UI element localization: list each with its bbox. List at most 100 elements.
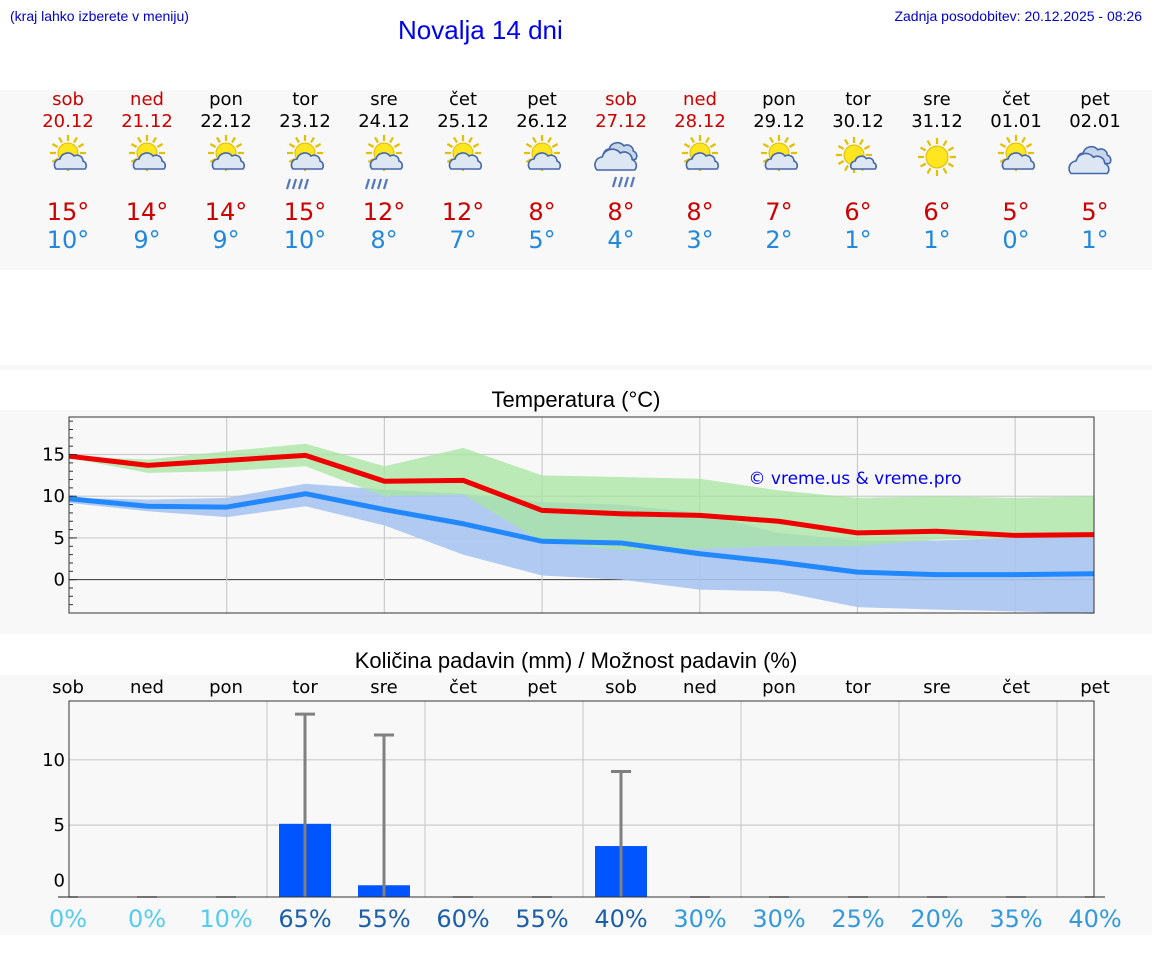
precipitation-probability: 0% [49, 905, 87, 933]
region-hint: (kraj lahko izberete v meniju) [10, 8, 189, 24]
day-date: 21.12 [121, 111, 173, 132]
max-temperature: 15° [283, 198, 327, 226]
max-temperature: 5° [1081, 198, 1109, 226]
plot-frame [68, 700, 1095, 898]
day-date: 02.01 [1069, 111, 1121, 132]
day-name: sob [605, 89, 637, 110]
sun-icon [918, 138, 956, 176]
min-temperature: 10° [283, 226, 327, 254]
day-name: pet [1080, 89, 1110, 110]
day-date: 20.12 [42, 111, 94, 132]
cloud-rain-icon [594, 141, 638, 188]
max-temperature: 6° [844, 198, 872, 226]
day-name: pet [527, 89, 557, 110]
sun-small-cloud-icon [836, 137, 877, 173]
day-date: 31.12 [911, 111, 963, 132]
day-label: čet [1002, 677, 1030, 698]
precipitation-probability: 0% [128, 905, 166, 933]
precipitation-probability: 40% [1068, 905, 1121, 933]
day-name: ned [683, 89, 717, 110]
day-name: sre [370, 89, 398, 110]
min-temperature-band [69, 483, 1094, 614]
plot-area [69, 701, 1094, 897]
precipitation-probability: 35% [989, 905, 1042, 933]
max-temperature: 8° [528, 198, 556, 226]
day-date: 22.12 [200, 111, 252, 132]
sun-cloud-icon [761, 135, 799, 171]
max-temperature: 8° [686, 198, 714, 226]
max-temperature: 7° [765, 198, 793, 226]
day-name: pon [762, 89, 796, 110]
day-date: 29.12 [753, 111, 805, 132]
sun-cloud-icon [998, 135, 1036, 171]
y-tick-label: 0 [54, 570, 65, 591]
y-tick-label: 15 [42, 445, 65, 466]
precipitation-probability: 55% [515, 905, 568, 933]
min-temperature: 9° [133, 226, 161, 254]
y-tick-label: 10 [42, 750, 65, 771]
day-name: čet [1001, 89, 1031, 110]
day-label: pon [209, 677, 243, 698]
separator [0, 365, 1152, 370]
precipitation-probability: 65% [278, 905, 331, 933]
day-date: 23.12 [279, 111, 331, 132]
max-temperature: 12° [362, 198, 406, 226]
day-label: ned [683, 677, 717, 698]
day-name: sre [923, 89, 951, 110]
precipitation-chart-title: Količina padavin (mm) / Možnost padavin … [354, 648, 798, 673]
sun-cloud-rain-icon [364, 135, 404, 190]
min-temperature: 1° [844, 226, 872, 254]
min-temperature: 4° [607, 226, 635, 254]
precipitation-probability: 40% [594, 905, 647, 933]
plot-frame [68, 416, 1095, 614]
min-temperature: 3° [686, 226, 714, 254]
sun-cloud-icon [445, 135, 483, 171]
day-label: tor [845, 677, 871, 698]
precipitation-probability: 30% [752, 905, 805, 933]
day-name: ned [130, 89, 164, 110]
day-date: 27.12 [595, 111, 647, 132]
max-temperature: 14° [125, 198, 169, 226]
day-name: tor [292, 89, 318, 110]
day-label: pet [1080, 677, 1110, 698]
precipitation-probability: 20% [910, 905, 963, 933]
day-name: tor [845, 89, 871, 110]
min-temperature: 8° [370, 226, 398, 254]
max-temperature: 15° [46, 198, 90, 226]
watermark: © vreme.us & vreme.pro [748, 469, 961, 489]
day-label: pet [527, 677, 557, 698]
day-label: ned [130, 677, 164, 698]
y-tick-label: 5 [54, 528, 65, 549]
sun-cloud-icon [50, 135, 88, 171]
day-label: čet [449, 677, 477, 698]
day-name: čet [448, 89, 478, 110]
day-date: 30.12 [832, 111, 884, 132]
sun-cloud-icon [208, 135, 246, 171]
max-temperature-band [69, 443, 1094, 551]
day-date: 28.12 [674, 111, 726, 132]
precipitation-probability: 25% [831, 905, 884, 933]
max-temperature: 12° [441, 198, 485, 226]
precipitation-probability: 10% [199, 905, 252, 933]
min-temperature: 1° [1081, 226, 1109, 254]
y-tick-label: 5 [54, 815, 65, 836]
clouds-icon [1068, 145, 1112, 175]
day-label: sre [370, 677, 397, 698]
day-date: 25.12 [437, 111, 489, 132]
min-temperature-line [68, 491, 1095, 578]
max-temperature: 5° [1002, 198, 1030, 226]
day-label: sre [923, 677, 950, 698]
day-date: 01.01 [990, 111, 1042, 132]
min-temperature: 0° [1002, 226, 1030, 254]
y-tick-label: 10 [42, 486, 65, 507]
forecast-band [0, 90, 1152, 270]
min-temperature: 10° [46, 226, 90, 254]
day-name: pon [209, 89, 243, 110]
sun-cloud-icon [129, 135, 167, 171]
day-label: pon [762, 677, 796, 698]
min-temperature: 7° [449, 226, 477, 254]
min-temperature: 9° [212, 226, 240, 254]
min-temperature: 1° [923, 226, 951, 254]
